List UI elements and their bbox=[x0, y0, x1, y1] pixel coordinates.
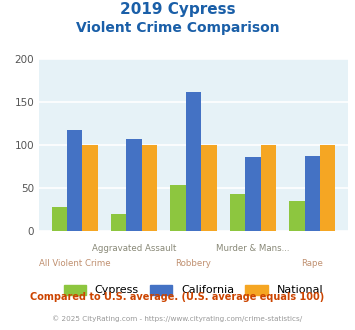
Bar bbox=[230, 194, 245, 231]
Bar bbox=[261, 145, 276, 231]
Bar bbox=[289, 201, 305, 231]
Bar bbox=[126, 139, 142, 231]
Text: Aggravated Assault: Aggravated Assault bbox=[92, 244, 176, 253]
Text: Compared to U.S. average. (U.S. average equals 100): Compared to U.S. average. (U.S. average … bbox=[31, 292, 324, 302]
Legend: Cypress, California, National: Cypress, California, National bbox=[64, 284, 323, 295]
Bar bbox=[142, 145, 157, 231]
Bar bbox=[82, 145, 98, 231]
Text: Robbery: Robbery bbox=[175, 259, 212, 268]
Bar bbox=[245, 157, 261, 231]
Text: Rape: Rape bbox=[301, 259, 323, 268]
Bar bbox=[111, 214, 126, 231]
Text: © 2025 CityRating.com - https://www.cityrating.com/crime-statistics/: © 2025 CityRating.com - https://www.city… bbox=[53, 315, 302, 322]
Bar bbox=[170, 185, 186, 231]
Text: Murder & Mans...: Murder & Mans... bbox=[216, 244, 290, 253]
Bar bbox=[320, 145, 335, 231]
Bar bbox=[186, 92, 201, 231]
Bar bbox=[67, 130, 82, 231]
Text: Violent Crime Comparison: Violent Crime Comparison bbox=[76, 21, 279, 35]
Bar bbox=[201, 145, 217, 231]
Bar bbox=[305, 156, 320, 231]
Text: All Violent Crime: All Violent Crime bbox=[39, 259, 110, 268]
Bar bbox=[51, 207, 67, 231]
Text: 2019 Cypress: 2019 Cypress bbox=[120, 2, 235, 16]
